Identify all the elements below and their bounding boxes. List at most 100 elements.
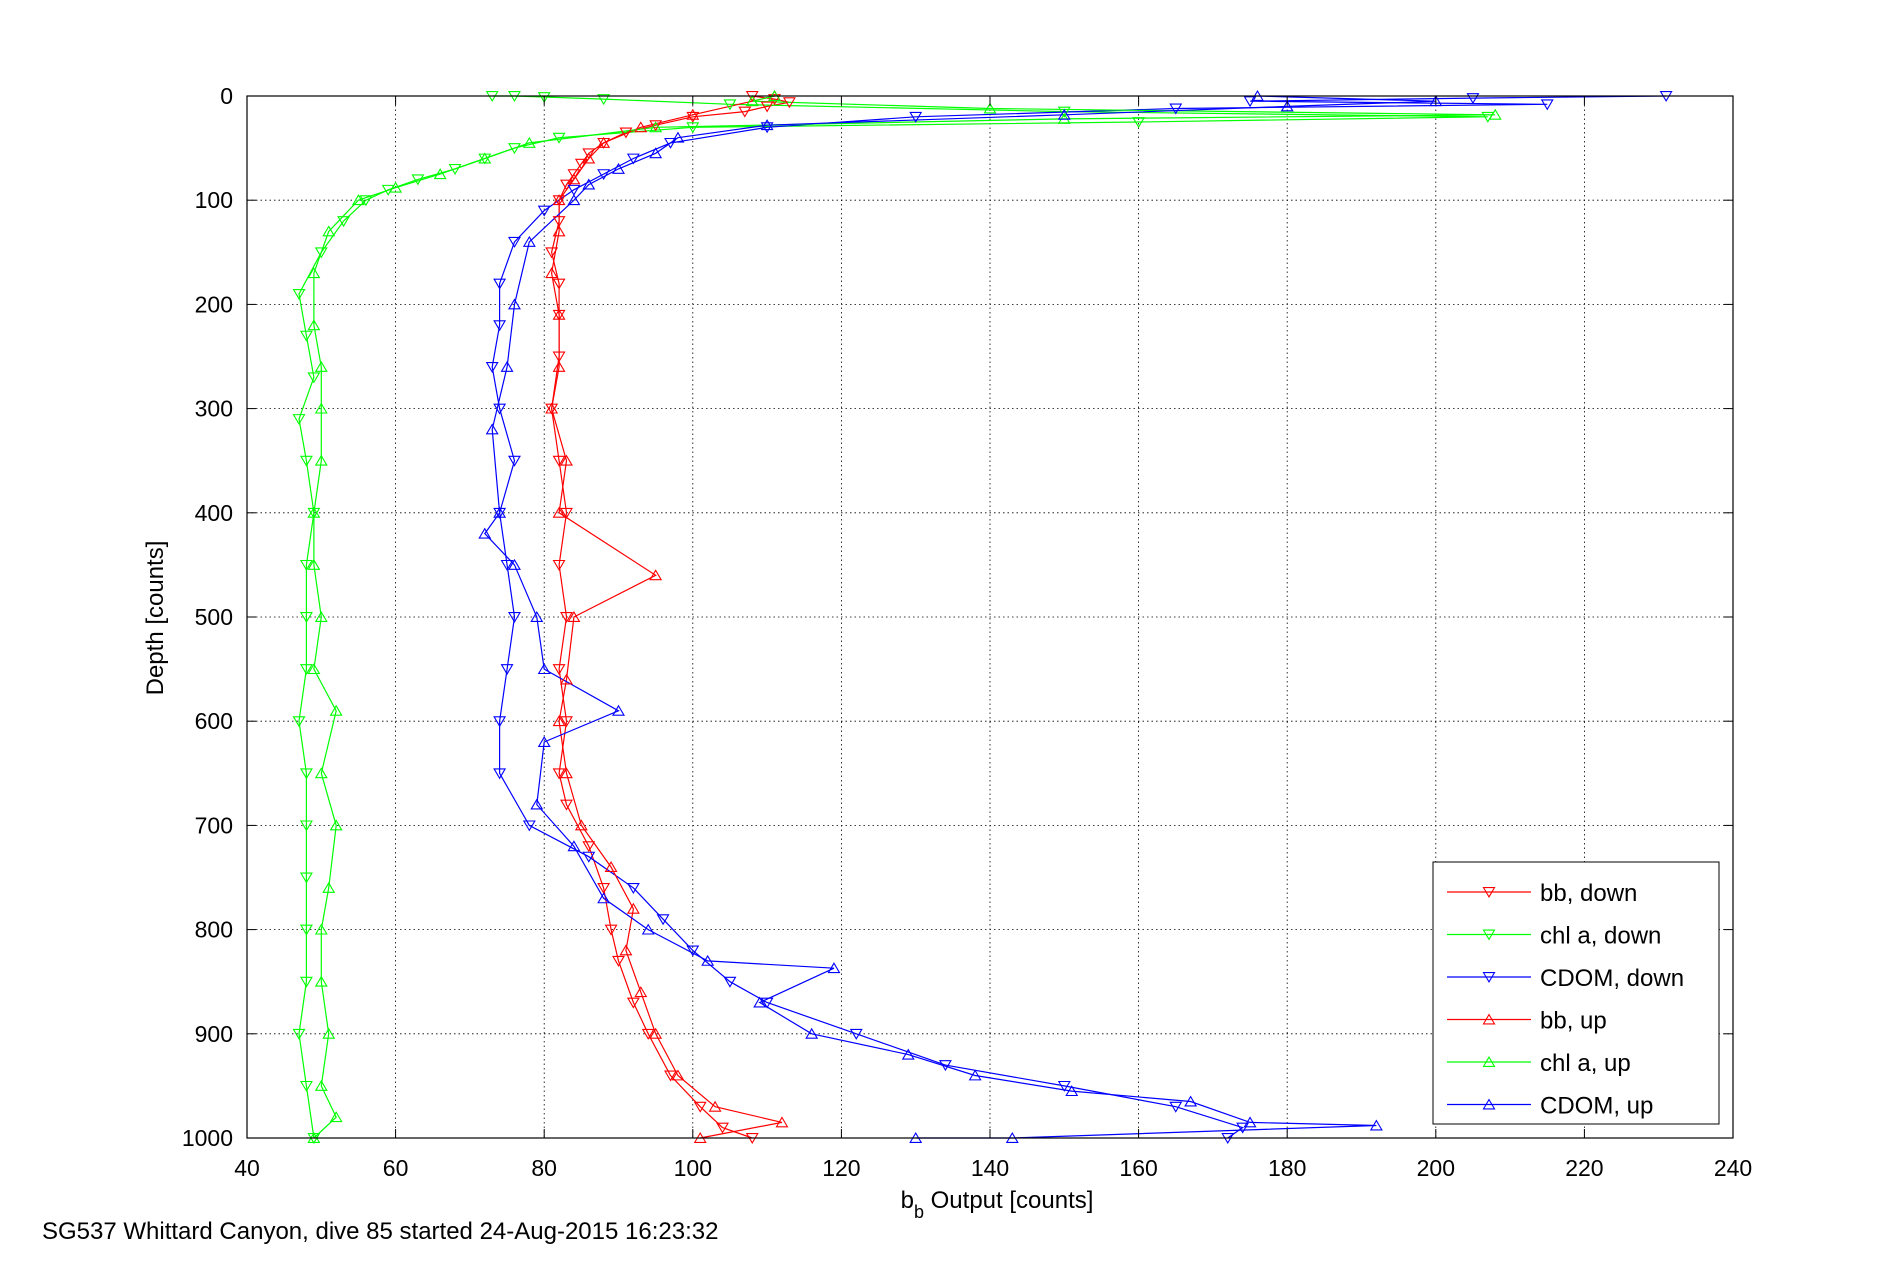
data-point-bb-up xyxy=(649,1027,663,1039)
x-tick-label: 200 xyxy=(1417,1155,1455,1181)
data-point-chl-a-up xyxy=(649,121,663,133)
data-point-cdom-up xyxy=(901,1048,915,1060)
data-point-chl-a-up xyxy=(322,225,336,237)
legend-marker-cdom-up xyxy=(1482,1098,1496,1110)
y-tick-label: 1000 xyxy=(182,1125,233,1151)
data-point-cdom-down xyxy=(582,851,596,863)
data-point-chl-a-down xyxy=(307,372,321,384)
data-point-cdom-up xyxy=(968,1069,982,1081)
data-point-bb-up xyxy=(604,861,618,873)
data-point-cdom-up xyxy=(530,798,544,810)
x-axis-label-subscript: b xyxy=(914,1202,924,1222)
data-point-chl-a-down xyxy=(299,612,313,624)
data-point-chl-a-up xyxy=(329,819,343,831)
data-point-chl-a-down xyxy=(299,924,313,936)
data-point-bb-up xyxy=(634,121,648,133)
data-point-cdom-down xyxy=(493,768,507,780)
data-point-cdom-up xyxy=(537,736,551,747)
data-point-chl-a-up xyxy=(983,102,997,114)
data-point-cdom-up xyxy=(671,131,685,143)
data-point-cdom-up xyxy=(1280,100,1294,112)
data-point-cdom-up xyxy=(597,892,611,904)
legend-box xyxy=(1432,861,1720,1125)
data-point-cdom-down xyxy=(1057,1080,1071,1092)
data-point-chl-a-up xyxy=(745,95,759,107)
data-point-bb-up xyxy=(626,902,640,914)
data-point-bb-down xyxy=(693,1101,707,1113)
data-point-chl-a-down xyxy=(299,330,313,342)
y-tick-label: 300 xyxy=(195,396,233,422)
legend-label-cdom-down: CDOM, down xyxy=(1540,965,1684,992)
data-point-bb-down xyxy=(619,127,633,139)
data-point-bb-down xyxy=(686,111,700,123)
legend-label-cdom-up: CDOM, up xyxy=(1540,1093,1653,1120)
data-point-cdom-down xyxy=(493,320,507,332)
data-point-cdom-up xyxy=(641,923,655,935)
data-point-chl-a-down xyxy=(292,414,306,426)
data-point-bb-up xyxy=(567,173,581,185)
data-point-cdom-down xyxy=(664,137,677,149)
data-point-cdom-up xyxy=(701,954,715,966)
data-point-cdom-down xyxy=(1169,1101,1183,1113)
data-point-chl-a-down xyxy=(299,559,313,571)
data-point-cdom-down xyxy=(508,236,521,248)
data-point-bb-down xyxy=(552,278,566,290)
x-tick-label: 240 xyxy=(1714,1155,1752,1181)
data-point-bb-down xyxy=(560,507,573,519)
legend-marker-chl-a-up xyxy=(1482,1055,1496,1067)
data-point-bb-down xyxy=(760,101,774,113)
x-axis-label: bb Output [counts] xyxy=(901,1187,1094,1222)
data-point-chl-a-down xyxy=(292,289,306,301)
legend-label-chl-a-down: chl a, down xyxy=(1540,923,1661,950)
data-point-chl-a-down xyxy=(299,768,313,780)
y-tick-label: 500 xyxy=(195,604,233,630)
data-point-cdom-up xyxy=(1369,1119,1383,1131)
y-tick-label: 100 xyxy=(195,187,233,213)
legend-marker-cdom-down xyxy=(1482,972,1496,984)
data-point-chl-a-up xyxy=(314,360,328,372)
data-point-chl-a-up xyxy=(307,663,321,675)
data-point-chl-a-up xyxy=(314,402,328,414)
data-point-bb-up xyxy=(686,108,700,120)
x-tick-label: 40 xyxy=(234,1155,260,1181)
data-point-cdom-up xyxy=(1065,1085,1079,1097)
data-point-cdom-up xyxy=(530,610,544,622)
data-point-chl-a-up xyxy=(322,881,336,893)
data-point-bb-up xyxy=(552,225,566,237)
data-point-bb-up xyxy=(582,152,596,164)
data-point-bb-up xyxy=(775,1116,789,1128)
x-tick-label: 220 xyxy=(1565,1155,1603,1181)
data-point-chl-a-up xyxy=(307,319,321,331)
data-point-cdom-up xyxy=(478,527,492,539)
data-point-chl-a-up xyxy=(522,136,536,148)
legend-marker-bb-up xyxy=(1482,1013,1496,1025)
series-line-cdom-up xyxy=(484,95,1436,1139)
data-point-bb-up xyxy=(552,715,566,727)
data-point-chl-a-down xyxy=(1057,106,1071,118)
data-point-chl-a-down xyxy=(552,132,566,144)
data-point-cdom-down xyxy=(500,664,514,676)
data-point-bb-up xyxy=(634,986,648,998)
data-point-chl-a-down xyxy=(448,163,462,175)
data-point-cdom-up xyxy=(753,996,767,1008)
data-point-chl-a-up xyxy=(314,610,328,622)
data-point-cdom-down xyxy=(1243,96,1257,108)
data-point-chl-a-up xyxy=(329,704,343,716)
y-tick-label: 400 xyxy=(195,500,233,526)
data-point-bb-up xyxy=(552,360,566,372)
y-tick-label: 0 xyxy=(220,83,233,109)
data-point-cdom-down xyxy=(938,1060,952,1072)
data-point-bb-down xyxy=(574,158,588,170)
data-point-chl-a-up xyxy=(329,1111,343,1123)
data-point-chl-a-down xyxy=(299,664,313,676)
data-point-cdom-down xyxy=(567,184,581,196)
data-point-bb-down xyxy=(560,716,573,728)
x-tick-label: 160 xyxy=(1119,1155,1157,1181)
data-point-cdom-down xyxy=(537,205,551,217)
data-point-chl-a-up xyxy=(478,152,492,164)
data-point-cdom-down xyxy=(760,997,774,1009)
data-point-cdom-up xyxy=(500,360,514,372)
data-point-cdom-down xyxy=(508,612,521,624)
legend: bb, down chl a, down CDOM, down bb, up chl a… xyxy=(1432,861,1720,1125)
data-point-cdom-up xyxy=(508,298,521,310)
